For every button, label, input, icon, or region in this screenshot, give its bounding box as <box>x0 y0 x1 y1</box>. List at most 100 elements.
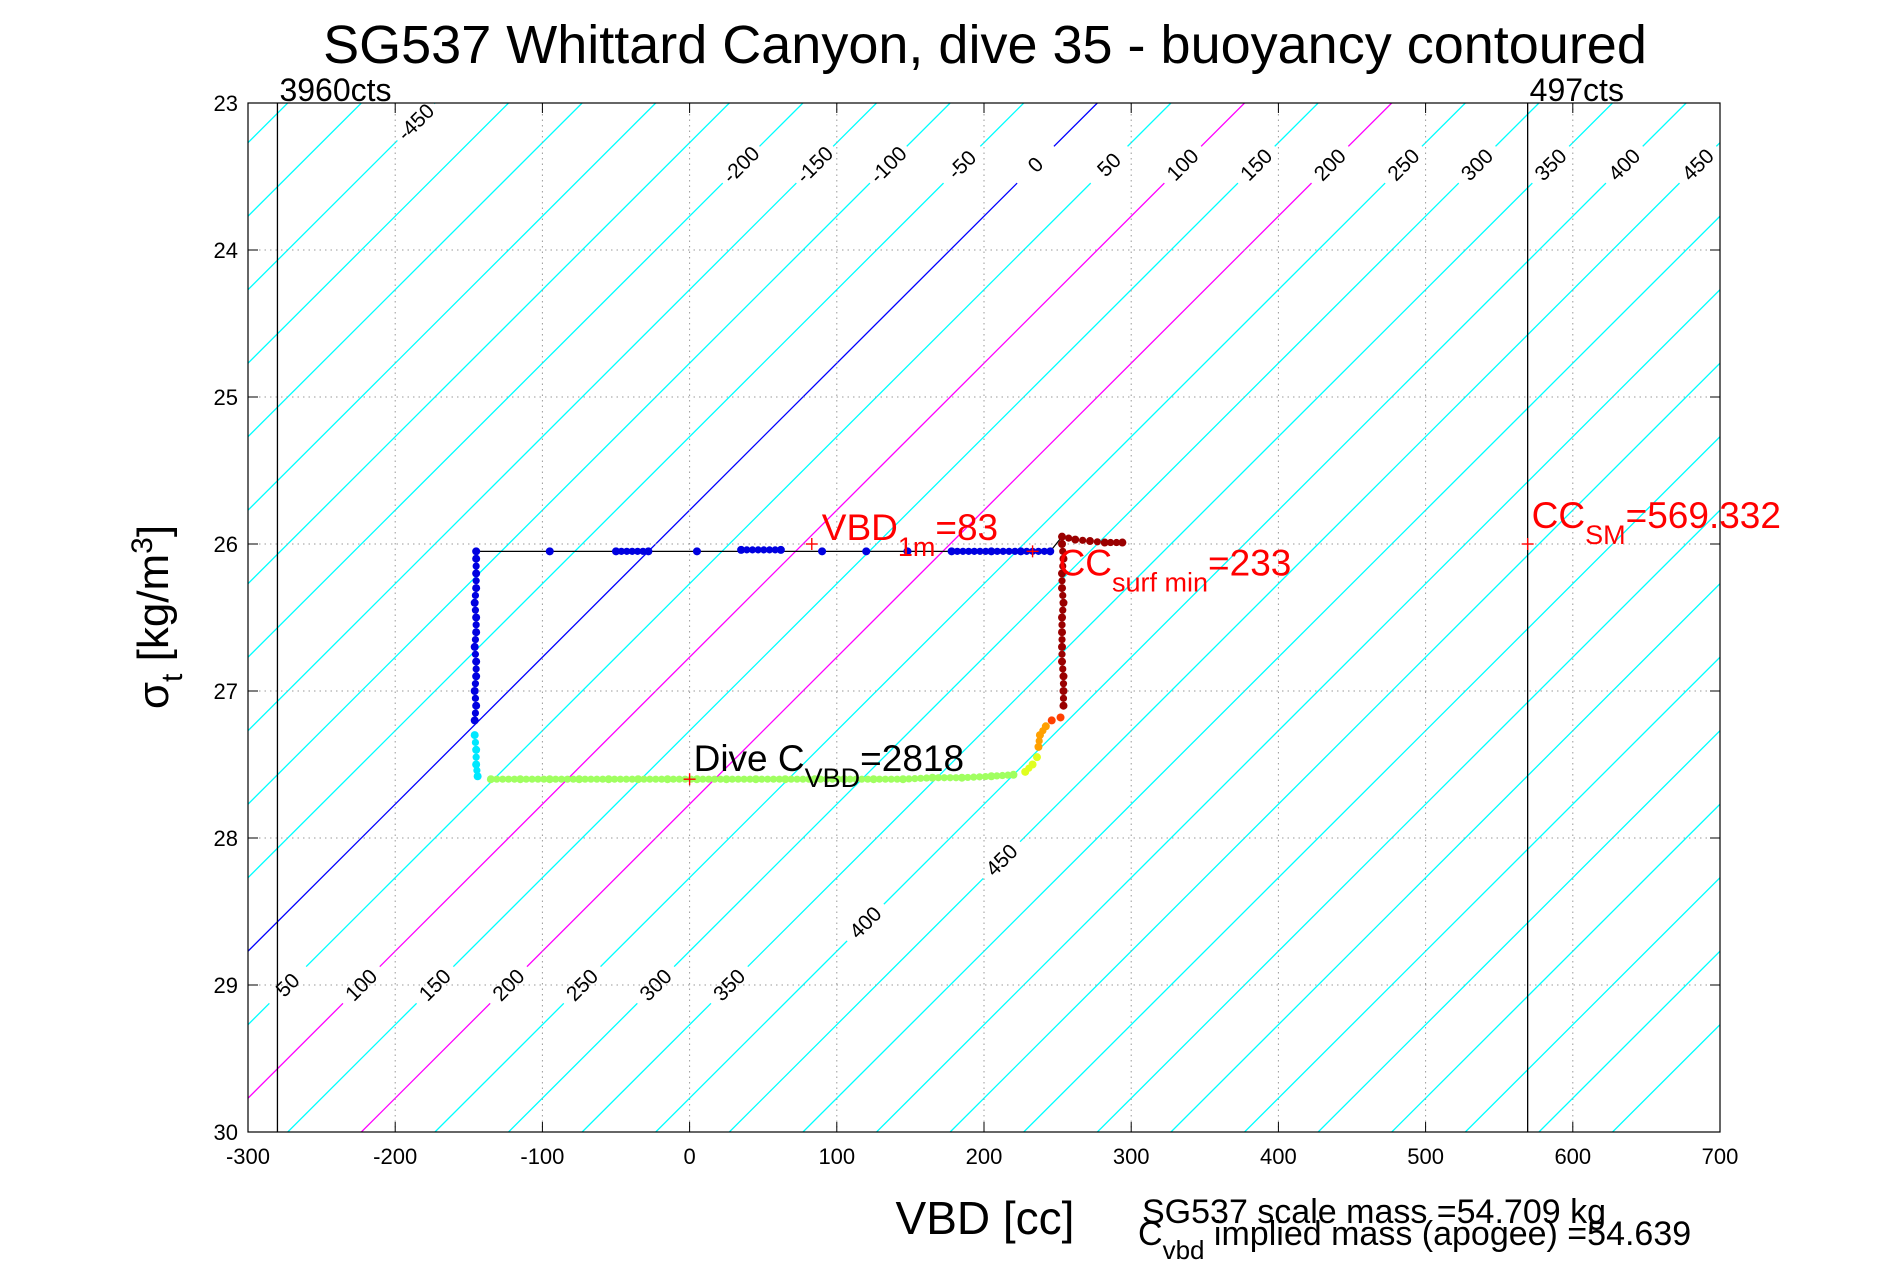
contour-line <box>1023 435 1720 1132</box>
contour-line <box>876 288 1720 1132</box>
contour-line <box>1317 729 1720 1132</box>
dive-point <box>1032 753 1041 762</box>
dive-point <box>903 547 912 556</box>
dive-point <box>1056 713 1065 722</box>
limit-label: 3960cts <box>279 72 391 108</box>
dive-point <box>1041 722 1050 731</box>
dive-point <box>634 775 643 784</box>
annotations: VBD1m=83 CCsurf min=233 CCSM=569.332 Dive C… <box>683 495 1781 793</box>
contour-line <box>508 103 1540 1132</box>
y-tick-labels: 23 24 25 26 27 28 29 30 <box>214 91 1720 1145</box>
annotation-label: Dive CVBD=2818 <box>694 738 964 793</box>
dive-point <box>987 772 996 781</box>
contour-line <box>949 362 1720 1132</box>
y-tick-label: 24 <box>214 238 238 263</box>
contour-line <box>248 103 804 659</box>
dive-point <box>473 772 482 781</box>
dive-point <box>1059 598 1068 607</box>
annotation-label: VBD1m=83 <box>822 507 998 562</box>
dive-point <box>1058 642 1067 651</box>
dive-point <box>1085 537 1094 546</box>
y-tick-label: 28 <box>214 826 238 851</box>
x-tick-label: 200 <box>966 1144 1003 1169</box>
contour-line <box>248 103 583 438</box>
contour-line <box>434 103 1466 1132</box>
dive-point <box>1071 535 1080 544</box>
dive-point <box>1028 760 1037 769</box>
dive-point <box>1058 532 1067 541</box>
dive-point <box>1059 687 1068 695</box>
dive-point <box>1047 716 1056 725</box>
contour-line <box>248 103 510 365</box>
x-tick-label: 300 <box>1113 1144 1150 1169</box>
contour-line <box>655 103 1687 1132</box>
contour-line <box>0 103 141 1132</box>
contour-line <box>1464 876 1720 1132</box>
dive-point <box>776 545 785 554</box>
dive-point <box>899 775 908 784</box>
dive-point <box>486 775 495 784</box>
contour-line <box>248 103 436 291</box>
contour-line <box>581 103 1614 1132</box>
footer-scale-mass: SG537 scale mass =54.709 kg <box>1142 1193 1606 1231</box>
contour-line <box>248 103 1098 953</box>
contour-line <box>0 103 214 1132</box>
dive-point <box>516 775 525 784</box>
dive-point <box>1058 613 1067 622</box>
dive-point <box>612 547 620 556</box>
x-tick-label: 600 <box>1554 1144 1591 1169</box>
dive-point <box>472 760 481 769</box>
y-tick-label: 27 <box>214 679 238 704</box>
contour-line <box>248 103 1025 879</box>
contour-line <box>728 141 1720 1132</box>
x-tick-label: -300 <box>226 1144 270 1169</box>
x-axis-label: VBD [cc] <box>896 1192 1075 1244</box>
dive-point <box>604 775 613 784</box>
dive-point <box>957 773 966 782</box>
x-tick-label: 500 <box>1407 1144 1444 1169</box>
y-tick-label: 29 <box>214 973 238 998</box>
dive-point <box>663 775 672 784</box>
dive-point <box>869 775 878 784</box>
dive-point <box>810 775 819 784</box>
dive-point <box>781 775 790 784</box>
vbd-limit-lines: 3960cts 497cts <box>276 72 1624 1132</box>
dive-point <box>1058 628 1067 637</box>
footer-implied-mass: Cvbd implied mass (apogee) =54.639 <box>1138 1215 1691 1262</box>
dive-point <box>928 773 937 782</box>
dive-point <box>692 775 701 784</box>
dive-point <box>1059 672 1068 681</box>
y-tick-label: 30 <box>214 1120 238 1145</box>
dive-point <box>692 547 701 556</box>
dive-point <box>1046 547 1055 556</box>
annotation-marker <box>1521 538 1534 550</box>
dive-point <box>470 642 479 651</box>
dive-point <box>644 547 653 556</box>
dive-point <box>862 547 871 556</box>
dive-point <box>472 554 481 563</box>
dive-point <box>470 716 479 725</box>
buoyancy-contours: -450-400-350-300-250-200-150-100-5005010… <box>0 103 1720 1132</box>
contour-line <box>248 103 657 512</box>
dive-point <box>472 613 481 622</box>
contour-line <box>248 103 730 585</box>
contour-line <box>1244 656 1720 1132</box>
dive-point <box>1100 538 1109 547</box>
dive-point <box>1059 554 1068 563</box>
x-tick-labels: -300 -200 -100 0 100 200 300 400 500 600 700 <box>226 103 1738 1169</box>
y-axis-label: σt [kg/m3] <box>126 525 189 709</box>
dive-point <box>472 547 481 556</box>
dive-point <box>987 547 996 556</box>
limit-label: 497cts <box>1530 72 1624 108</box>
dive-point <box>1016 547 1025 556</box>
dive-point <box>818 547 827 556</box>
contour-line <box>248 103 1172 1026</box>
x-tick-label: 100 <box>818 1144 855 1169</box>
contour-line <box>360 103 1393 1132</box>
x-tick-label: -100 <box>520 1144 564 1169</box>
grid <box>247 102 1721 1133</box>
contour-line <box>287 103 1319 1132</box>
dive-point <box>470 598 479 607</box>
annotation-label: CCSM=569.332 <box>1532 495 1781 550</box>
